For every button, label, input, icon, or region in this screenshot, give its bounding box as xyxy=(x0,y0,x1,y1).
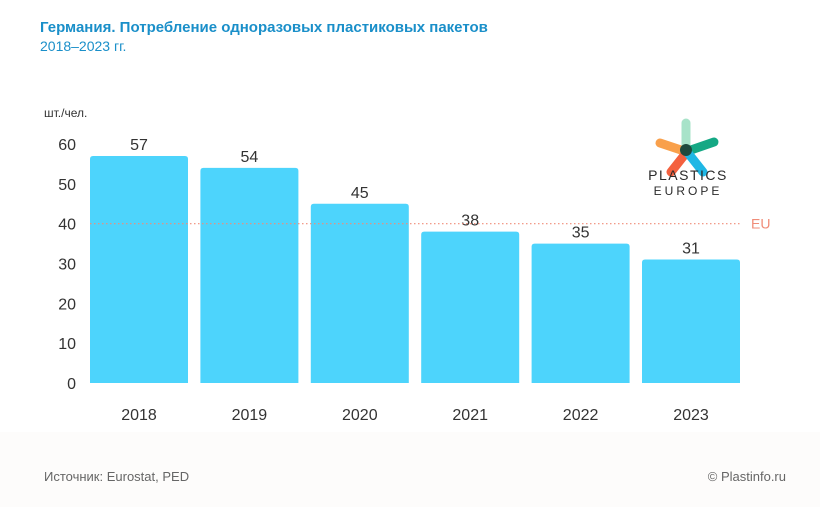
x-tick-label: 2022 xyxy=(563,407,599,424)
y-tick-label: 40 xyxy=(58,217,76,234)
eu-reference-label: EU xyxy=(751,216,770,232)
bar-2021 xyxy=(421,231,520,383)
logo-text-europe: EUROPE xyxy=(653,184,723,198)
footer-background xyxy=(0,432,820,507)
bar-2022 xyxy=(531,243,630,383)
data-label: 57 xyxy=(130,137,148,154)
copyright: © Plastinfo.ru xyxy=(707,469,786,484)
y-tick-label: 60 xyxy=(58,137,76,154)
chart-subtitle: 2018–2023 гг. xyxy=(40,38,127,54)
y-tick-label: 50 xyxy=(58,177,76,194)
bar-2018 xyxy=(90,155,188,383)
y-tick-label: 10 xyxy=(58,336,76,353)
chart-title: Германия. Потребление одноразовых пласти… xyxy=(40,19,488,36)
plastics-europe-logo xyxy=(655,118,719,177)
y-tick-label: 0 xyxy=(67,376,76,393)
bar-2023 xyxy=(642,259,740,383)
source-note: Источник: Eurostat, PED xyxy=(44,469,190,484)
data-label: 38 xyxy=(461,213,479,230)
data-label: 54 xyxy=(241,149,259,166)
y-tick-label: 30 xyxy=(58,257,76,274)
data-label: 35 xyxy=(572,225,590,242)
y-axis-unit: шт./чел. xyxy=(44,106,88,120)
data-label: 45 xyxy=(351,185,369,202)
bar-2019 xyxy=(200,167,299,383)
y-tick-label: 20 xyxy=(58,296,76,313)
x-tick-label: 2023 xyxy=(673,407,709,424)
x-tick-label: 2021 xyxy=(452,407,488,424)
x-tick-label: 2018 xyxy=(121,407,157,424)
x-tick-label: 2019 xyxy=(232,407,268,424)
bar-2020 xyxy=(310,203,409,383)
logo-text-plastics: PLASTICS xyxy=(648,167,728,183)
x-tick-label: 2020 xyxy=(342,407,378,424)
data-label: 31 xyxy=(682,241,700,258)
